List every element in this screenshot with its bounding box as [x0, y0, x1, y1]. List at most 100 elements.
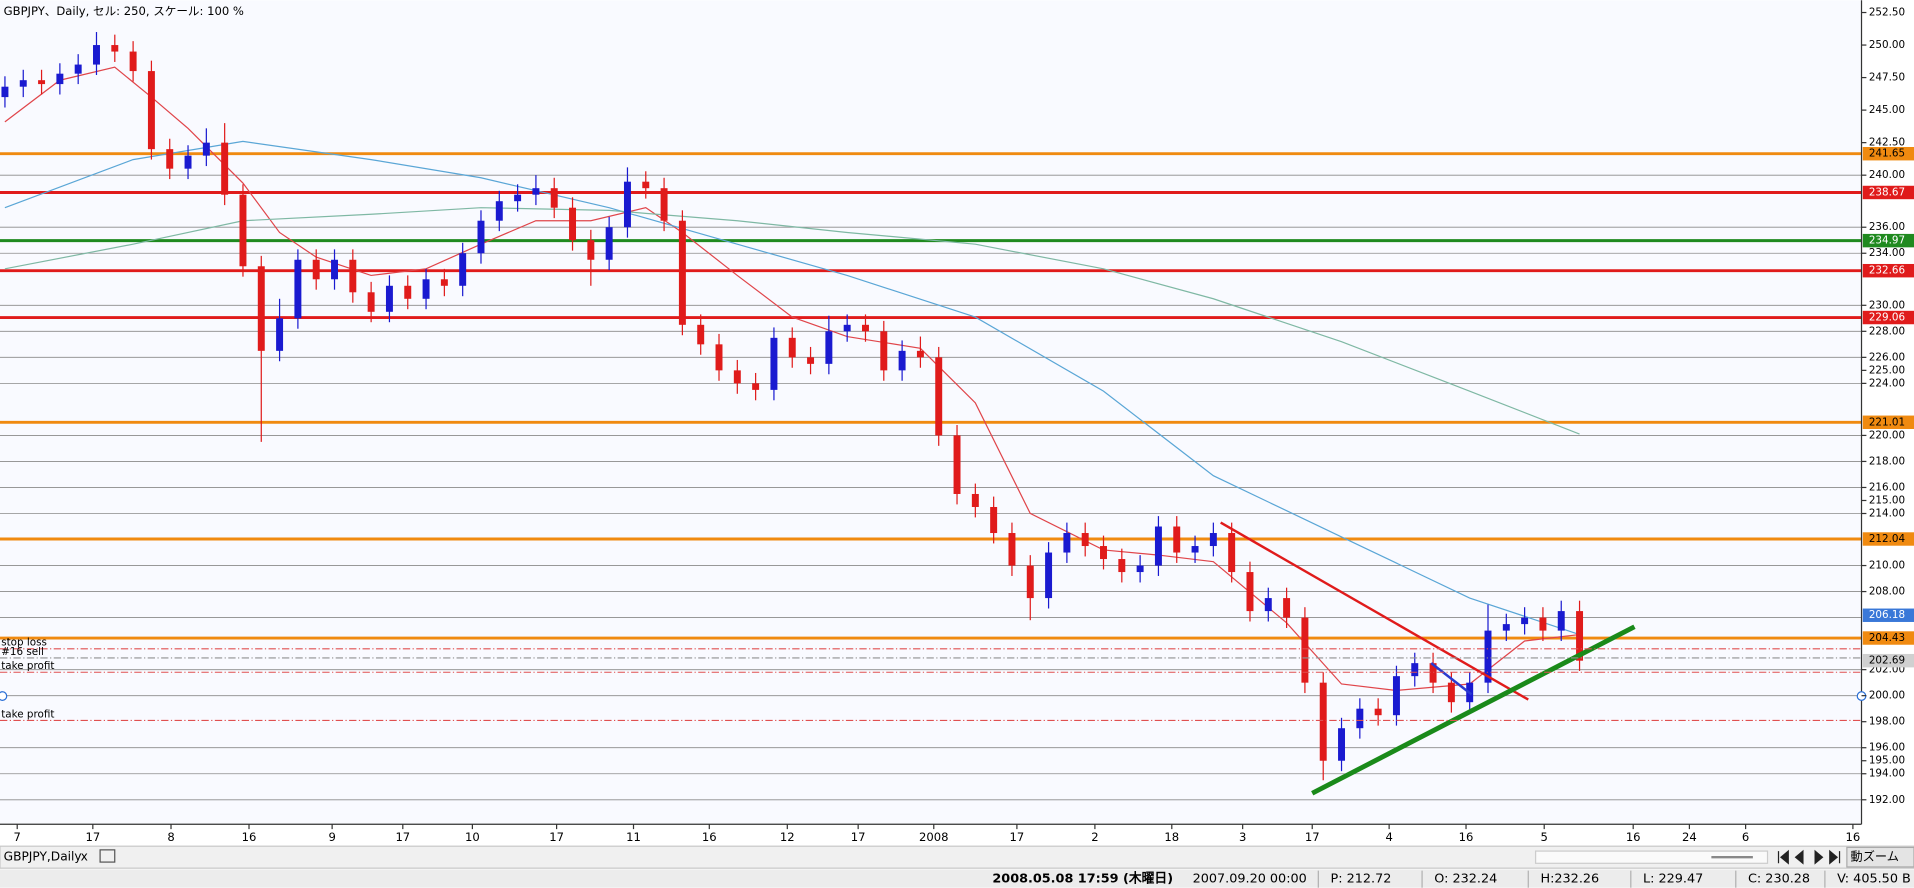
y-tick-label: 228.00 [1869, 325, 1905, 337]
candle-body [770, 337, 778, 390]
candle-body [422, 279, 430, 299]
y-tick-label: 245.00 [1869, 104, 1905, 116]
price-box-label: 229.06 [1869, 312, 1905, 324]
candle-body [184, 155, 192, 169]
candle-body [1228, 533, 1236, 573]
tab-icon[interactable] [99, 849, 116, 863]
candle-body [1374, 708, 1382, 716]
chart-title: GBPJPY、Daily, セル: 250, スケール: 100 % [4, 4, 244, 18]
candle-body [715, 344, 723, 371]
tab-label[interactable]: GBPJPY,Daily [4, 850, 82, 864]
tab-close[interactable]: x [81, 850, 88, 864]
time-axis-panel [0, 824, 1862, 847]
scrollbar[interactable] [1534, 850, 1769, 864]
x-tick-label: 9 [328, 830, 335, 844]
candle-body [971, 493, 979, 507]
x-tick-label: 17 [395, 830, 410, 844]
candle-body [569, 207, 577, 241]
status-bar [0, 869, 1914, 888]
candle-body [93, 45, 100, 65]
plot-background [0, 0, 1862, 824]
status-item: H:232.26 [1540, 872, 1599, 887]
candle-body [1, 86, 9, 98]
candle-body [990, 506, 998, 534]
x-tick-label: 16 [1846, 830, 1861, 844]
candle-body [1319, 682, 1327, 761]
candle-body [56, 73, 64, 85]
candle-body [550, 188, 558, 208]
moving-average [4, 66, 1580, 692]
x-tick-label: 8 [167, 830, 174, 844]
x-tick-label: 12 [780, 830, 795, 844]
price-box [1862, 631, 1914, 645]
y-tick-label: 234.00 [1869, 247, 1905, 259]
order-handle[interactable] [0, 691, 8, 701]
nav-buttons[interactable] [1777, 849, 1841, 865]
candle-body [788, 337, 796, 358]
y-tick-label: 252.50 [1869, 7, 1905, 19]
candle-body [587, 240, 595, 260]
candle-body [1081, 533, 1089, 547]
y-tick-label: 210.00 [1869, 560, 1905, 572]
y-tick-label: 200.00 [1869, 690, 1905, 702]
candle-body [257, 266, 265, 351]
price-box-label: 238.67 [1869, 186, 1905, 198]
candle-body [733, 370, 741, 384]
candle-body [1118, 559, 1126, 573]
candle-body [1008, 533, 1016, 566]
candle-body [898, 350, 906, 371]
candle-body [221, 142, 229, 195]
x-tick-label: 2008 [919, 830, 948, 844]
y-tick-label: 247.50 [1869, 72, 1905, 84]
order-label: take profit [1, 660, 54, 672]
price-box-label: 202.69 [1869, 655, 1905, 667]
y-tick-label: 192.00 [1869, 794, 1905, 806]
candle-body [1356, 708, 1364, 729]
candle-body [1154, 526, 1162, 566]
y-tick-label: 230.00 [1869, 299, 1905, 311]
candle-body [147, 71, 155, 150]
price-box-label: 206.18 [1869, 609, 1905, 621]
price-box-label: 234.97 [1869, 235, 1905, 247]
y-tick-label: 226.00 [1869, 351, 1905, 363]
status-item: C: 230.28 [1748, 872, 1810, 887]
candle-body [1502, 624, 1510, 631]
price-box-label: 232.66 [1869, 265, 1905, 277]
y-tick-label: 214.00 [1869, 507, 1905, 519]
candle-body [880, 331, 888, 371]
x-tick-label: 16 [702, 830, 717, 844]
candle-body [166, 149, 174, 169]
y-tick-label: 250.00 [1869, 39, 1905, 51]
x-tick-label: 5 [1541, 830, 1548, 844]
candle-body [916, 350, 924, 358]
price-box [1862, 233, 1914, 248]
status-item: V: 405.50 B [1837, 872, 1911, 887]
zoom-button-label[interactable]: 動ズーム [1851, 849, 1899, 864]
candle-body [276, 318, 284, 351]
candle-body [1026, 565, 1034, 599]
price-box-label: 241.65 [1869, 148, 1905, 160]
candle-body [294, 259, 302, 319]
zoom-button[interactable] [1846, 846, 1914, 868]
candle-body [349, 259, 357, 293]
trendline [1430, 662, 1473, 696]
moving-average [4, 140, 1580, 636]
order-label: take profit [1, 708, 54, 720]
candle-body [440, 279, 448, 286]
candle-body [1576, 611, 1584, 661]
y-tick-label: 216.00 [1869, 481, 1905, 493]
x-tick-label: 6 [1742, 830, 1749, 844]
candle-body [1209, 533, 1217, 547]
candle-body [1063, 533, 1071, 553]
candle-body [935, 357, 943, 436]
candle-body [331, 259, 338, 280]
candle-body [1301, 617, 1309, 683]
status-item: P: 212.72 [1331, 872, 1392, 887]
y-tick-label: 215.00 [1869, 494, 1905, 506]
candle-body [1521, 617, 1529, 625]
trendline [1311, 624, 1636, 796]
y-tick-label: 220.00 [1869, 429, 1905, 441]
x-tick-label: 17 [1305, 830, 1320, 844]
y-tick-label: 236.00 [1869, 221, 1905, 233]
